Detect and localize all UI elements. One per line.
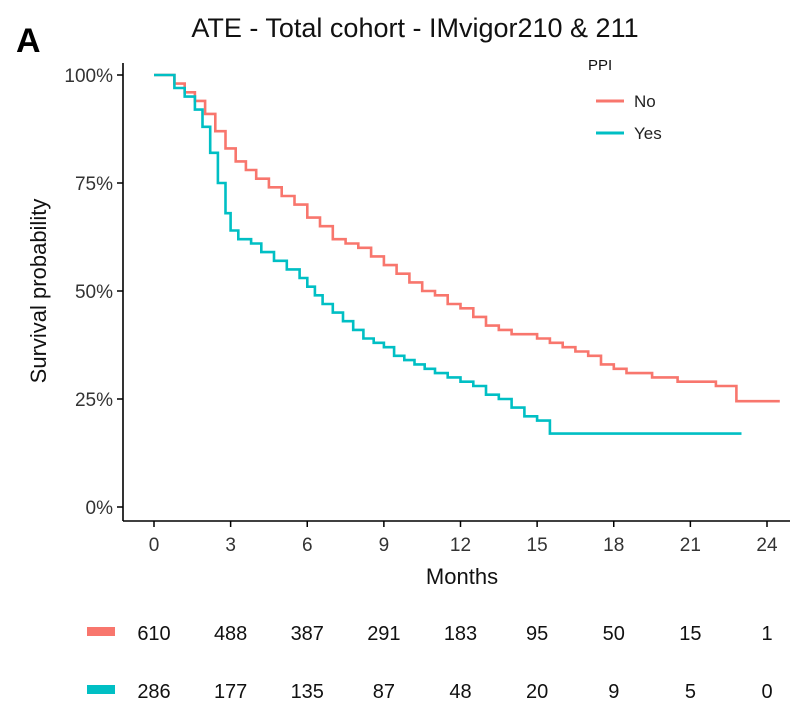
risk-number: 87 — [373, 681, 395, 703]
y-tick-label: 0% — [86, 498, 114, 519]
risk-number: 488 — [214, 623, 247, 645]
x-tick-label: 6 — [302, 535, 313, 556]
panel-label: A — [16, 22, 41, 60]
risk-number: 50 — [603, 623, 625, 645]
y-tick-label: 100% — [64, 66, 113, 87]
y-tick-label: 75% — [75, 174, 113, 195]
legend: No Yes — [596, 92, 662, 143]
risk-number: 5 — [685, 681, 696, 703]
risk-number: 177 — [214, 681, 247, 703]
x-tick-label: 15 — [527, 535, 548, 556]
risk-number: 610 — [137, 623, 170, 645]
risk-number: 291 — [367, 623, 400, 645]
x-tick-label: 21 — [680, 535, 701, 556]
legend-title: PPI — [588, 57, 612, 74]
risk-number: 1 — [761, 623, 772, 645]
risk-number: 95 — [526, 623, 548, 645]
risk-number: 9 — [608, 681, 619, 703]
risk-number: 183 — [444, 623, 477, 645]
survival-curve-no — [154, 73, 780, 403]
risk-number: 20 — [526, 681, 548, 703]
y-tick-label: 50% — [75, 282, 113, 303]
risk-table-key-yes — [87, 685, 115, 694]
risk-number: 135 — [291, 681, 324, 703]
x-tick-label: 12 — [450, 535, 471, 556]
x-tick-label: 24 — [756, 535, 778, 556]
y-tick-label: 25% — [75, 390, 113, 411]
axes: 0% 25% 50% 75% 100% 0 3 6 9 12 15 18 21 24 — [64, 63, 790, 556]
x-tick-label: 18 — [603, 535, 624, 556]
risk-number: 286 — [137, 681, 170, 703]
x-tick-label: 9 — [379, 535, 390, 556]
legend-label-no: No — [634, 92, 656, 111]
risk-number: 48 — [449, 681, 471, 703]
risk-number: 0 — [761, 681, 772, 703]
risk-number: 15 — [679, 623, 701, 645]
risk-number: 387 — [291, 623, 324, 645]
x-tick-label: 0 — [149, 535, 160, 556]
x-axis-title: Months — [426, 564, 498, 589]
survival-curve-yes — [154, 73, 742, 435]
x-tick-label: 3 — [225, 535, 236, 556]
risk-table-key-no — [87, 627, 115, 636]
legend-label-yes: Yes — [634, 124, 662, 143]
survival-curves — [154, 73, 780, 435]
chart-title: ATE - Total cohort - IMvigor210 & 211 — [191, 13, 638, 43]
y-axis-title: Survival probability — [26, 199, 51, 384]
